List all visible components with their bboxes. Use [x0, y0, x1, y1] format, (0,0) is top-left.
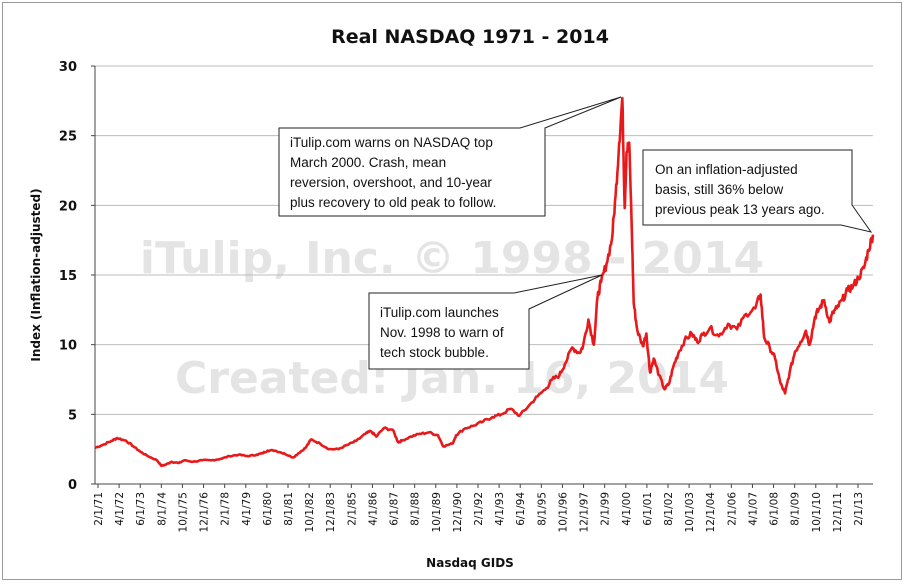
- x-tick-label: 8/1/02: [663, 492, 675, 526]
- x-tick-label: 12/1/83: [325, 492, 337, 532]
- x-tick-label: 2/1/92: [473, 492, 485, 526]
- y-tick-label: 10: [59, 339, 77, 354]
- callout-still-below-peak: On an inflation-adjusted basis, still 36…: [642, 149, 873, 233]
- callout-still-below-peak-line-3: previous peak 13 years ago.: [655, 202, 825, 217]
- x-tick-label: 8/1/74: [156, 492, 168, 526]
- callout-still-below-peak-box: [642, 149, 873, 233]
- x-tick-label: 4/1/72: [114, 492, 126, 526]
- x-tick-label: 12/1/11: [832, 492, 844, 532]
- y-tick-label: 15: [59, 269, 77, 284]
- callout-launch-line-2: Nov. 1998 to warn of: [380, 325, 504, 340]
- series-line-real-nasdaq: [94, 96, 875, 468]
- x-tick-label: 10/1/89: [431, 492, 443, 532]
- x-tick-label: 2/1/13: [853, 492, 865, 526]
- callout-nasdaq-top-line-4: plus recovery to old peak to follow.: [290, 195, 496, 210]
- y-axis-label: Index (Inflation-adjusted): [29, 188, 43, 361]
- x-tick-label: 6/1/80: [262, 492, 274, 526]
- x-tick-label: 6/1/87: [389, 492, 401, 526]
- callout-still-below-peak-line-2: basis, still 36% below: [655, 182, 784, 197]
- x-tick-label: 4/1/00: [621, 492, 633, 526]
- x-tick-label: 10/1/75: [177, 492, 189, 532]
- x-tick-label: 4/1/07: [747, 492, 759, 526]
- callout-nasdaq-top: iTulip.com warns on NASDAQ top March 200…: [278, 96, 622, 217]
- callout-launch-box: [368, 274, 603, 370]
- x-tick-label: 6/1/08: [769, 492, 781, 526]
- callout-launch-line-1: iTulip.com launches: [380, 305, 499, 320]
- callout-nasdaq-top-line-3: reversion, overshoot, and 10-year: [290, 175, 492, 190]
- y-tick-label: 0: [68, 478, 77, 493]
- x-tick-label: 2/1/99: [600, 492, 612, 526]
- y-tick-label: 20: [59, 199, 77, 214]
- x-tick-label: 6/1/01: [642, 492, 654, 526]
- y-tick-label: 25: [59, 130, 77, 145]
- x-tick-label: 10/1/96: [557, 492, 569, 533]
- x-tick-label: 4/1/86: [367, 492, 379, 526]
- x-tick-label: 10/1/10: [811, 492, 823, 532]
- x-tick-label: 2/1/71: [93, 492, 105, 526]
- x-tick-label: 8/1/81: [283, 492, 295, 526]
- x-tick-label: 8/1/88: [410, 492, 422, 526]
- y-tick-label: 30: [59, 60, 77, 75]
- y-tick-labels: 0 5 10 15 20 25 30: [59, 60, 95, 493]
- callout-launch: iTulip.com launches Nov. 1998 to warn of…: [368, 274, 603, 370]
- y-tick-label: 5: [68, 408, 77, 423]
- chart-title: Real NASDAQ 1971 - 2014: [331, 26, 609, 48]
- callout-nasdaq-top-line-1: iTulip.com warns on NASDAQ top: [290, 135, 493, 150]
- x-tick-label: 2/1/78: [220, 492, 232, 526]
- x-tick-label: 4/1/79: [241, 492, 253, 526]
- series-layer: [94, 96, 875, 468]
- x-tick-labels: 2/1/71 4/1/72 6/1/73 8/1/74 10/1/75 12/1/76 2/…: [93, 484, 865, 532]
- x-tick-label: 4/1/93: [494, 492, 506, 526]
- x-tick-label: 8/1/95: [536, 492, 548, 526]
- callout-nasdaq-top-box: [278, 96, 622, 217]
- callout-launch-line-3: tech stock bubble.: [380, 345, 489, 360]
- x-tick-label: 6/1/73: [135, 492, 147, 526]
- x-tick-label: 2/1/85: [346, 492, 358, 526]
- callout-nasdaq-top-line-2: March 2000. Crash, mean: [290, 155, 446, 170]
- x-axis-label: Nasdaq GIDS: [426, 556, 514, 570]
- x-tick-label: 6/1/94: [515, 492, 527, 526]
- x-tick-label: 2/1/06: [726, 492, 738, 526]
- watermark-line-1: iTulip, Inc. © 1998 - 2014: [140, 233, 764, 284]
- x-tick-label: 12/1/97: [579, 492, 591, 532]
- x-tick-label: 10/1/03: [684, 492, 696, 532]
- x-tick-label: 12/1/04: [705, 492, 717, 533]
- x-tick-label: 12/1/76: [199, 492, 211, 533]
- x-tick-label: 12/1/90: [452, 492, 464, 532]
- x-tick-label: 10/1/82: [304, 492, 316, 532]
- callout-still-below-peak-line-1: On an inflation-adjusted: [655, 162, 798, 177]
- x-tick-label: 8/1/09: [790, 492, 802, 526]
